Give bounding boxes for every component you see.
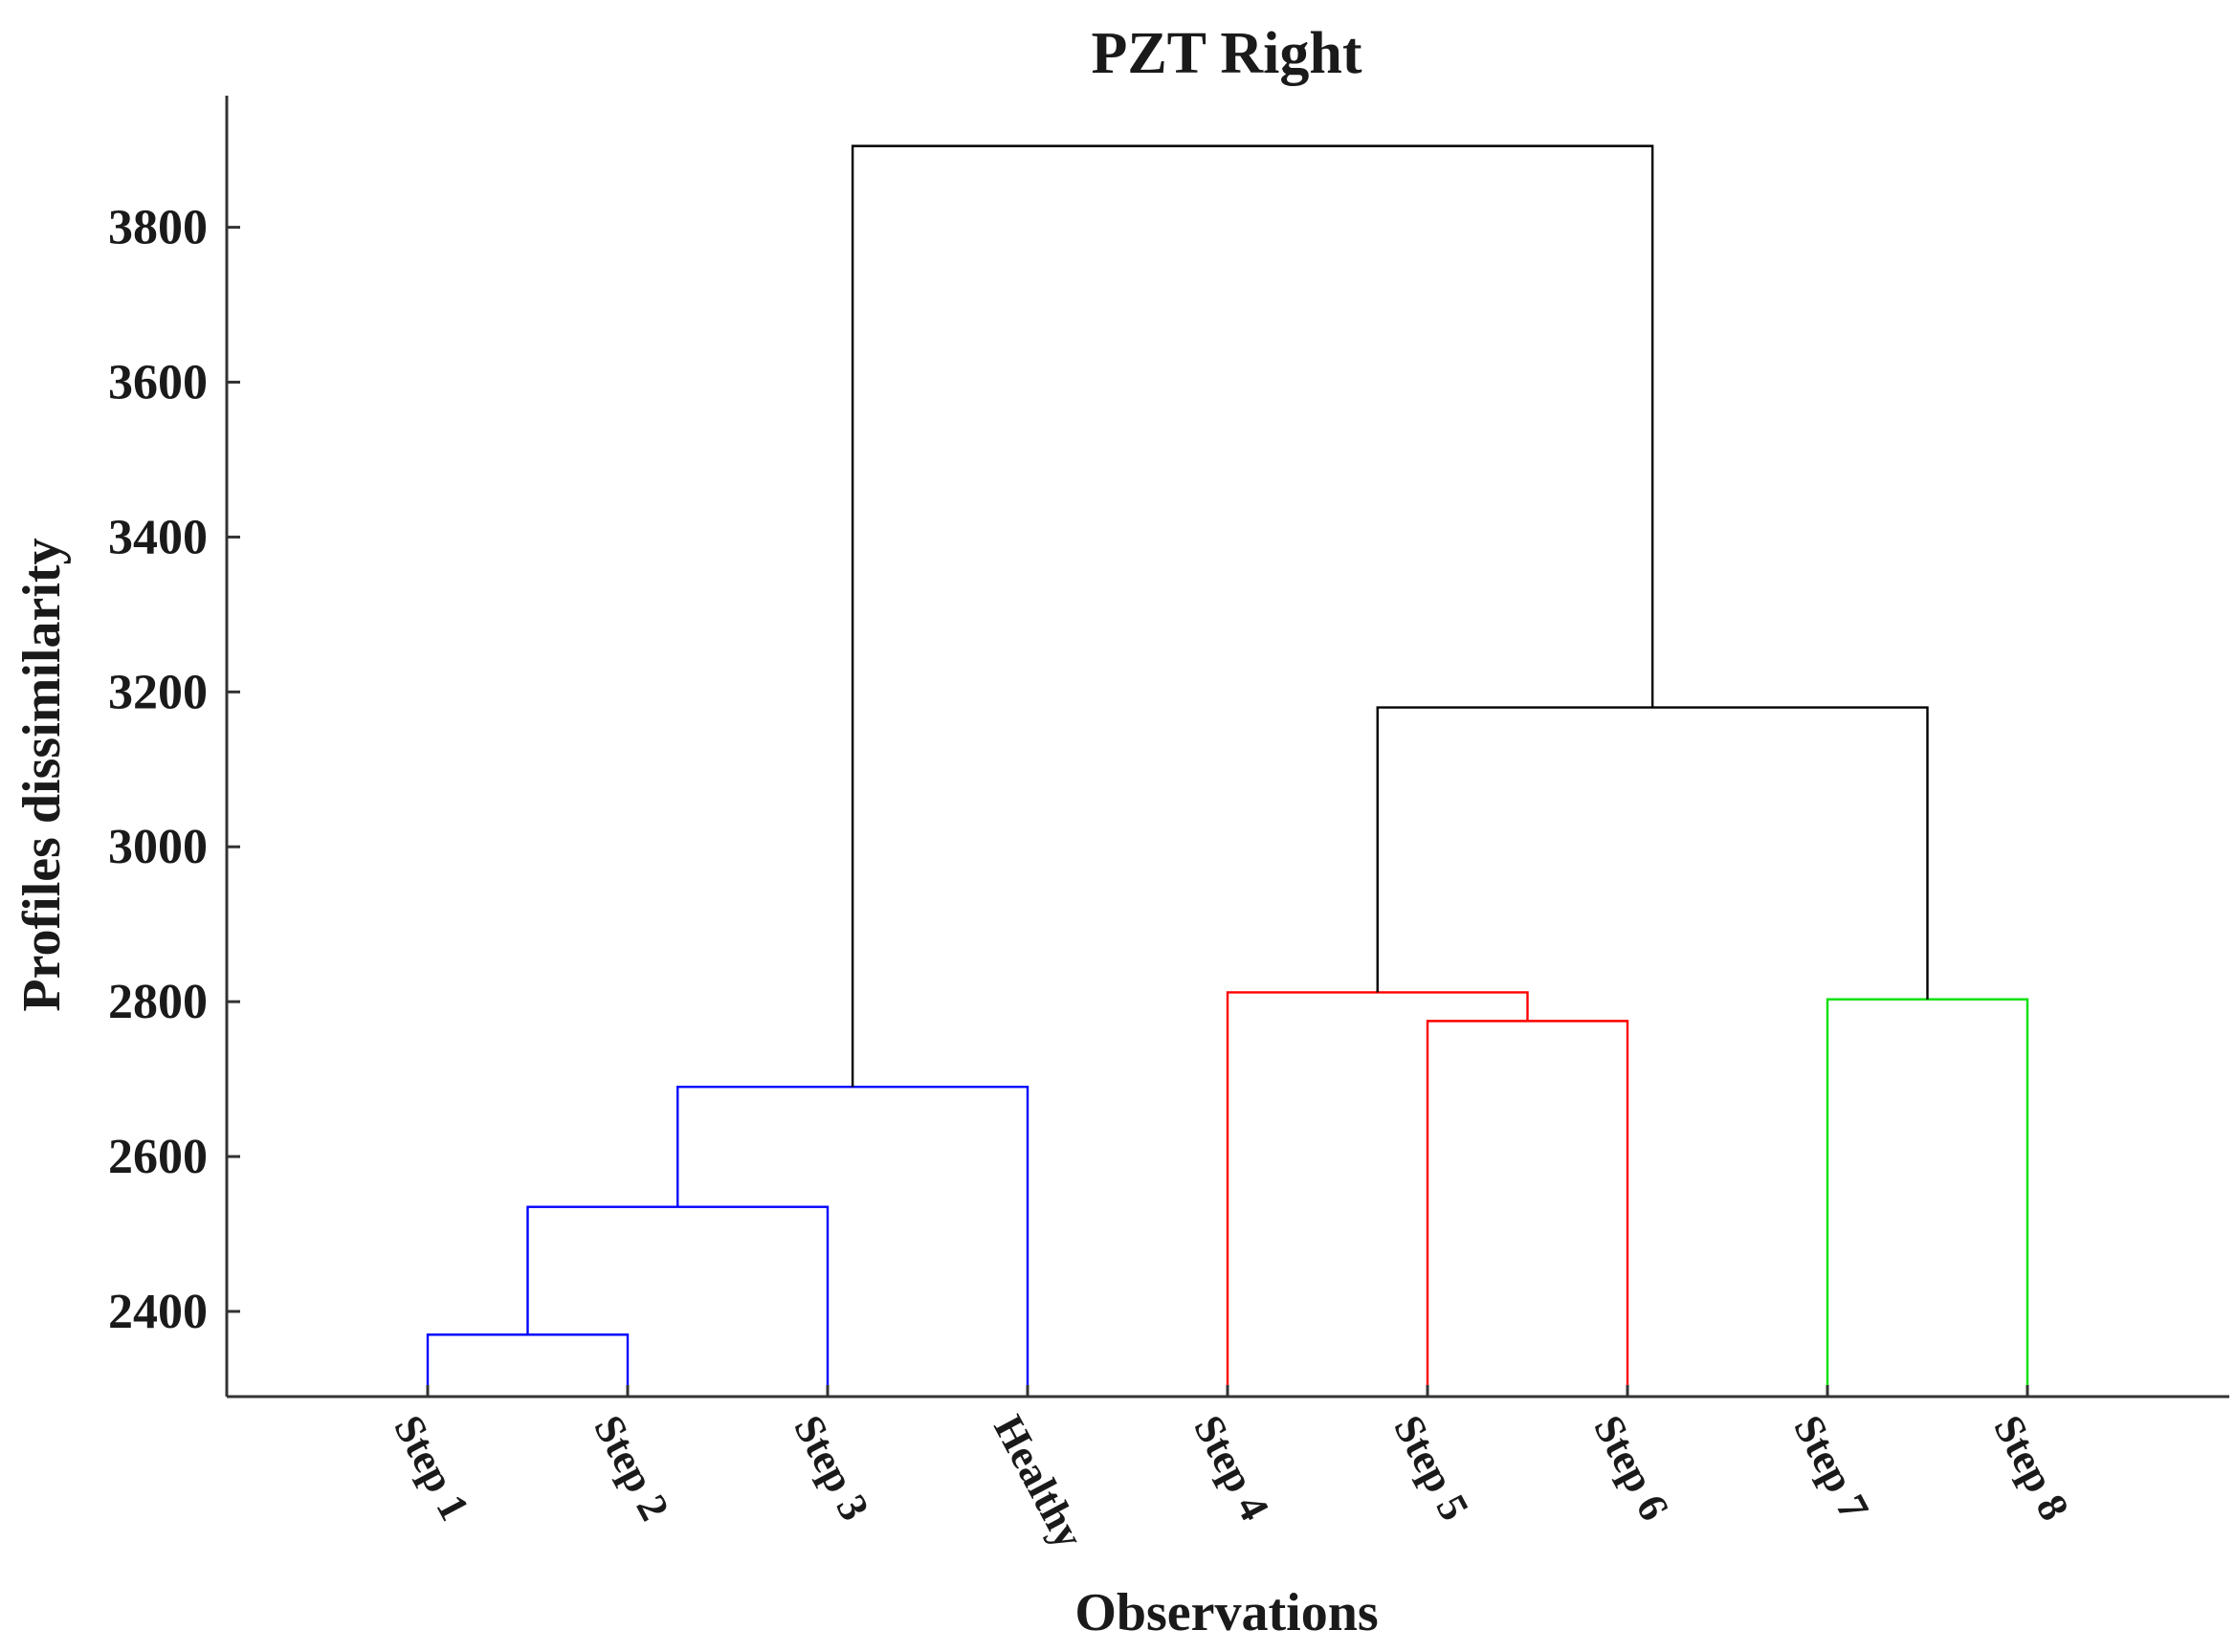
dendrogram-links <box>426 144 2029 1397</box>
y-tick-label: 2600 <box>108 1130 208 1184</box>
x-leaf-label: Step 2 <box>585 1408 678 1529</box>
dendrogram-link-n5 <box>1226 991 1529 1397</box>
dendrogram-link-n2 <box>526 1205 830 1397</box>
x-axis-label: Observations <box>1074 1583 1378 1642</box>
dendrogram-link-n8 <box>851 144 1654 1088</box>
y-tick-label: 3200 <box>108 665 208 719</box>
y-tick-label: 3000 <box>108 820 208 874</box>
y-tick-label: 3800 <box>108 201 208 255</box>
y-tick-label: 2800 <box>108 975 208 1029</box>
dendrogram-link-n3 <box>676 1085 1029 1397</box>
y-axis-ticks: 2400 2600 2800 3000 3200 3400 3600 3800 <box>108 201 240 1339</box>
dendrogram-link-n4 <box>1426 1020 1629 1397</box>
x-leaf-label: Step 4 <box>1184 1408 1278 1529</box>
y-tick-label: 2400 <box>108 1285 208 1339</box>
x-leaf-label: Step 6 <box>1584 1408 1678 1529</box>
dendrogram-link-n1 <box>426 1333 630 1397</box>
y-tick-label: 3600 <box>108 356 208 410</box>
x-leaf-label: Step 7 <box>1784 1408 1878 1529</box>
y-tick-label: 3400 <box>108 510 208 564</box>
x-leaf-label: Step 1 <box>385 1408 478 1529</box>
x-leaf-label: Step 5 <box>1384 1408 1478 1529</box>
x-leaf-label: Healthy <box>985 1408 1093 1556</box>
x-leaf-label: Step 3 <box>785 1408 878 1529</box>
dendrogram-link-n7 <box>1376 706 1929 1000</box>
y-axis-label: Profiles dissimilarity <box>12 538 72 1011</box>
dendrogram-link-n6 <box>1826 998 2029 1397</box>
x-axis-leaf-labels: Step 1 Step 2 Step 3 Healthy Step 4 Step 5 Ste… <box>385 1385 2078 1555</box>
x-leaf-label: Step 8 <box>1984 1408 2078 1529</box>
chart-title: PZT Right <box>1091 21 1362 86</box>
